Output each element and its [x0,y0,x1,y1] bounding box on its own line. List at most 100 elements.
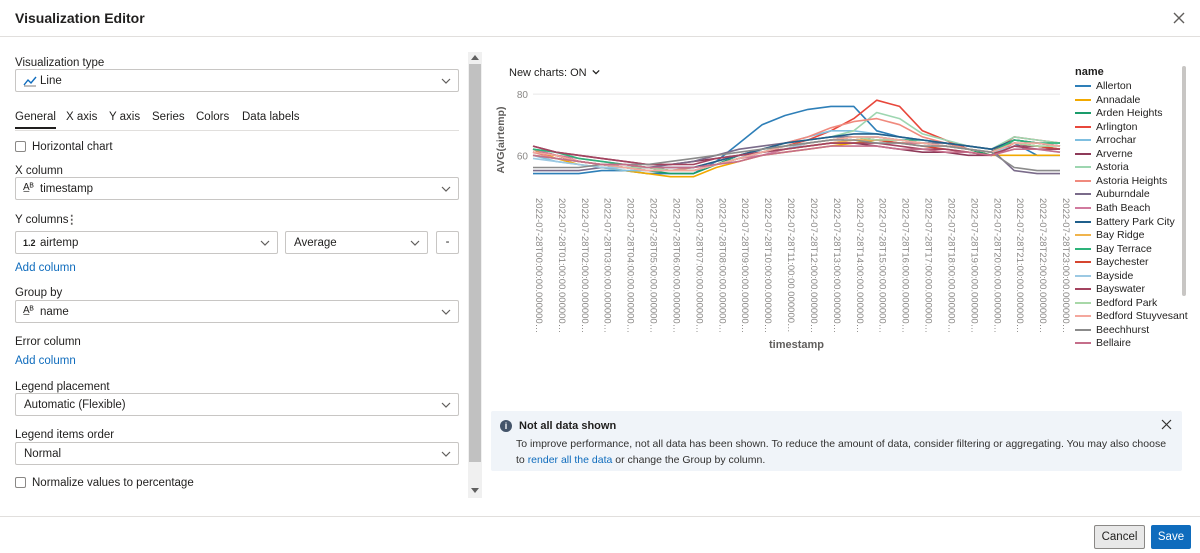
group-by-label: Group by [15,287,63,299]
legend-swatch [1075,206,1091,209]
x-column-label: X column [15,165,63,177]
legend-label: Bay Ridge [1096,229,1145,242]
x-tick-label: 2022-07-28T20:00:00.000000… [991,198,1002,333]
legend-label: Bayside [1096,269,1134,282]
legend-swatch [1075,328,1091,331]
chevron-down-icon [260,240,270,246]
x-tick-label: 2022-07-28T13:00:00.000000… [831,198,842,333]
string-type-icon: A̲ᴮ [23,182,34,193]
x-tick-label: 2022-07-28T11:00:00.000000… [785,198,796,333]
legend-label: Arlington [1096,120,1138,133]
x-tick-label: 2022-07-28T09:00:00.000000… [739,198,750,333]
y-tick-label: 60 [517,151,529,162]
horizontal-chart-label: Horizontal chart [32,141,113,153]
x-axis-label: timestamp [769,339,824,351]
x-tick-label: 2022-07-28T23:00:00.000000… [1060,198,1070,333]
close-icon[interactable] [1170,9,1188,27]
error-column-label: Error column [15,336,81,348]
horizontal-chart-checkbox[interactable] [15,141,26,152]
legend-swatch [1075,98,1091,101]
x-tick-label: 2022-07-28T12:00:00.000000… [808,198,819,333]
chevron-down-icon [441,451,451,457]
group-by-select[interactable]: A̲ᴮ name [15,300,459,323]
banner-title: Not all data shown [519,420,617,432]
x-column-select[interactable]: A̲ᴮ timestamp [15,177,459,200]
new-charts-toggle[interactable]: New charts: ON [509,67,600,79]
legend-label: Bayswater [1096,283,1146,296]
legend-placement-label: Legend placement [15,381,110,393]
y-column-select[interactable]: 1.2 airtemp [15,231,278,254]
cancel-button[interactable]: Cancel [1094,525,1145,549]
x-tick-label: 2022-07-28T18:00:00.000000… [945,198,956,333]
scroll-down-icon[interactable] [471,488,479,493]
tab-x-axis[interactable]: X axis [66,111,98,123]
info-icon: i [500,420,512,432]
legend-order-value: Normal [24,448,62,460]
legend-swatch [1075,301,1091,304]
normalize-label: Normalize values to percentage [32,477,194,489]
tab-colors[interactable]: Colors [196,111,230,123]
x-tick-label: 2022-07-28T10:00:00.000000… [762,198,773,333]
legend-swatch [1075,85,1091,87]
chevron-down-icon [592,69,600,75]
legend-placement-select[interactable]: Automatic (Flexible) [15,393,459,416]
legend-title: name [1075,66,1104,78]
y-column-value: airtemp [40,237,79,249]
add-column-link[interactable]: Add column [15,262,76,274]
remove-y-column-button[interactable]: - [436,231,459,254]
legend-swatch [1075,234,1091,237]
scroll-up-icon[interactable] [471,55,479,60]
settings-scrollbar[interactable] [468,52,482,498]
legend-swatch [1075,288,1091,291]
x-tick-label: 2022-07-28T02:00:00.000000… [579,198,590,333]
legend-order-label: Legend items order [15,429,115,441]
legend-order-select[interactable]: Normal [15,442,459,465]
x-tick-label: 2022-07-28T08:00:00.000000… [716,198,727,333]
settings-panel: Visualization type Line General X axis Y… [0,52,466,498]
legend-label: Bay Terrace [1096,242,1152,255]
series-line-bellaire [532,145,1061,169]
visualization-type-value: Line [40,75,62,87]
y-aggregation-select[interactable]: Average [285,231,428,254]
tab-general[interactable]: General [15,111,56,129]
normalize-checkbox[interactable] [15,477,26,488]
x-tick-label: 2022-07-28T06:00:00.000000… [670,198,681,333]
x-tick-label: 2022-07-28T07:00:00.000000… [693,198,704,333]
legend-swatch [1075,179,1091,182]
legend-swatch [1075,125,1091,128]
x-tick-label: 2022-07-28T00:00:00.000000… [533,198,544,333]
visualization-type-label: Visualization type [15,57,105,69]
y-aggregation-value: Average [294,237,337,249]
legend-swatch [1075,274,1091,277]
tab-y-axis[interactable]: Y axis [109,111,141,123]
legend-label: Bedford Park [1096,296,1158,309]
line-chart: 60 80 AVG(airtemp) 2022-07-28T00:00:00.0000… [495,90,1070,351]
x-tick-label: 2022-07-28T19:00:00.000000… [968,198,979,333]
legend-swatch [1075,247,1091,250]
more-options-icon[interactable]: ⋮ [66,214,78,226]
chevron-down-icon [441,309,451,315]
legend-label: Battery Park City [1096,215,1175,228]
banner-text-post: or change the Group by column. [612,454,766,466]
legend-label: Arrochar [1096,134,1137,147]
x-tick-label: 2022-07-28T17:00:00.000000… [923,198,934,333]
save-button[interactable]: Save [1151,525,1191,549]
render-all-data-link[interactable]: render all the data [527,454,613,466]
legend-label: Beechhurst [1096,323,1150,336]
scroll-thumb[interactable] [469,64,481,462]
visualization-type-select[interactable]: Line [15,69,459,92]
dialog-header: Visualization Editor [0,0,1200,37]
legend-label: Allerton [1096,80,1132,92]
legend-label: Arverne [1096,147,1133,160]
tab-series[interactable]: Series [152,111,185,123]
add-error-column-link[interactable]: Add column [15,355,76,367]
x-tick-label: 2022-07-28T03:00:00.000000… [602,198,613,333]
legend-scrollbar[interactable] [1182,66,1186,296]
y-columns-label: Y columns [15,214,69,226]
group-by-value: name [40,306,69,318]
chevron-down-icon [410,240,420,246]
close-icon[interactable] [1161,419,1172,430]
x-column-value: timestamp [40,183,94,195]
tab-data-labels[interactable]: Data labels [242,111,300,123]
chart-preview-panel: New charts: ON 60 80 AVG(airtemp) 2022-07-2… [490,52,1200,472]
